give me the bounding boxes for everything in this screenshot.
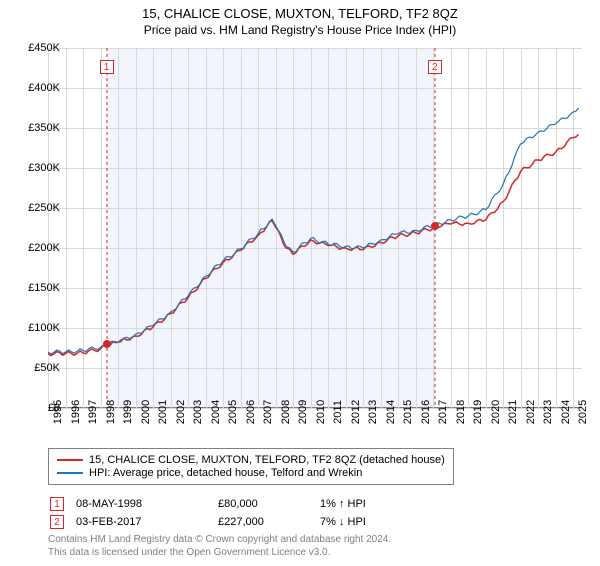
y-axis-tick-label: £400K — [16, 82, 60, 94]
x-axis-tick-label: 2014 — [385, 400, 397, 424]
event-marker-box: 2 — [428, 60, 442, 74]
x-axis-tick-label: 2017 — [437, 400, 449, 424]
x-axis-tick-label: 2019 — [472, 400, 484, 424]
x-axis-tick-label: 2003 — [192, 400, 204, 424]
x-axis-tick-label: 2008 — [280, 400, 292, 424]
event-delta: 7% ↓ HPI — [320, 514, 376, 530]
legend-box: 15, CHALICE CLOSE, MUXTON, TELFORD, TF2 … — [48, 448, 454, 485]
series-svg — [48, 48, 582, 408]
x-axis-tick-label: 1997 — [87, 400, 99, 424]
legend-swatch — [57, 472, 83, 474]
x-axis-tick-label: 2009 — [297, 400, 309, 424]
event-date: 03-FEB-2017 — [76, 514, 216, 530]
legend-item: 15, CHALICE CLOSE, MUXTON, TELFORD, TF2 … — [57, 454, 445, 466]
x-axis-tick-label: 2022 — [525, 400, 537, 424]
y-axis-tick-label: £350K — [16, 122, 60, 134]
chart-container: 15, CHALICE CLOSE, MUXTON, TELFORD, TF2 … — [0, 6, 600, 566]
legend-label: HPI: Average price, detached house, Telf… — [89, 467, 362, 479]
y-axis-tick-label: £200K — [16, 242, 60, 254]
legend-item: HPI: Average price, detached house, Telf… — [57, 467, 445, 479]
x-axis-tick-label: 1999 — [122, 400, 134, 424]
y-axis-tick-label: £150K — [16, 282, 60, 294]
y-axis-tick-label: £250K — [16, 202, 60, 214]
event-row: 2 03-FEB-2017£227,0007% ↓ HPI — [50, 514, 376, 530]
event-row: 1 08-MAY-1998£80,0001% ↑ HPI — [50, 496, 376, 512]
x-axis-tick-label: 2001 — [157, 400, 169, 424]
x-axis-tick-label: 2000 — [140, 400, 152, 424]
x-axis-tick-label: 2021 — [507, 400, 519, 424]
x-axis-tick-label: 2013 — [367, 400, 379, 424]
footer-attribution: Contains HM Land Registry data © Crown c… — [48, 534, 391, 559]
series-line-hpi — [48, 108, 579, 354]
footer-line-2: This data is licensed under the Open Gov… — [48, 547, 391, 560]
x-axis-tick-label: 2007 — [262, 400, 274, 424]
x-axis-tick-label: 2023 — [542, 400, 554, 424]
x-axis-tick-label: 2024 — [560, 400, 572, 424]
y-axis-tick-label: £100K — [16, 322, 60, 334]
x-axis-tick-label: 2016 — [420, 400, 432, 424]
event-marker-box: 1 — [100, 60, 114, 74]
x-axis-tick-label: 2018 — [455, 400, 467, 424]
y-axis-tick-label: £50K — [16, 362, 60, 374]
chart-plot-area: 12 — [48, 48, 582, 408]
event-price: £227,000 — [218, 514, 318, 530]
x-axis-tick-label: 2020 — [490, 400, 502, 424]
event-date: 08-MAY-1998 — [76, 496, 216, 512]
events-table: 1 08-MAY-1998£80,0001% ↑ HPI 2 03-FEB-2017£… — [48, 494, 378, 532]
x-axis-tick-label: 2002 — [175, 400, 187, 424]
x-axis-tick-label: 2010 — [315, 400, 327, 424]
x-axis-tick-label: 2006 — [245, 400, 257, 424]
event-dot — [103, 340, 111, 348]
chart-subtitle: Price paid vs. HM Land Registry's House … — [0, 23, 600, 37]
x-axis-tick-label: 2025 — [577, 400, 589, 424]
series-line-price_paid — [48, 134, 579, 355]
legend-swatch — [57, 459, 83, 461]
event-marker-icon: 2 — [50, 515, 64, 529]
legend-label: 15, CHALICE CLOSE, MUXTON, TELFORD, TF2 … — [89, 454, 445, 466]
event-dot — [431, 222, 439, 230]
x-axis-tick-label: 1998 — [105, 400, 117, 424]
x-axis-tick-label: 2012 — [350, 400, 362, 424]
chart-title: 15, CHALICE CLOSE, MUXTON, TELFORD, TF2 … — [0, 6, 600, 21]
y-axis-tick-label: £300K — [16, 162, 60, 174]
x-axis-tick-label: 2004 — [210, 400, 222, 424]
x-axis-tick-label: 2005 — [227, 400, 239, 424]
y-axis-tick-label: £450K — [16, 42, 60, 54]
event-marker-icon: 1 — [50, 497, 64, 511]
x-axis-tick-label: 1995 — [52, 400, 64, 424]
x-axis-tick-label: 2011 — [332, 400, 344, 424]
event-delta: 1% ↑ HPI — [320, 496, 376, 512]
x-axis-tick-label: 2015 — [402, 400, 414, 424]
footer-line-1: Contains HM Land Registry data © Crown c… — [48, 534, 391, 547]
event-price: £80,000 — [218, 496, 318, 512]
x-axis-tick-label: 1996 — [70, 400, 82, 424]
